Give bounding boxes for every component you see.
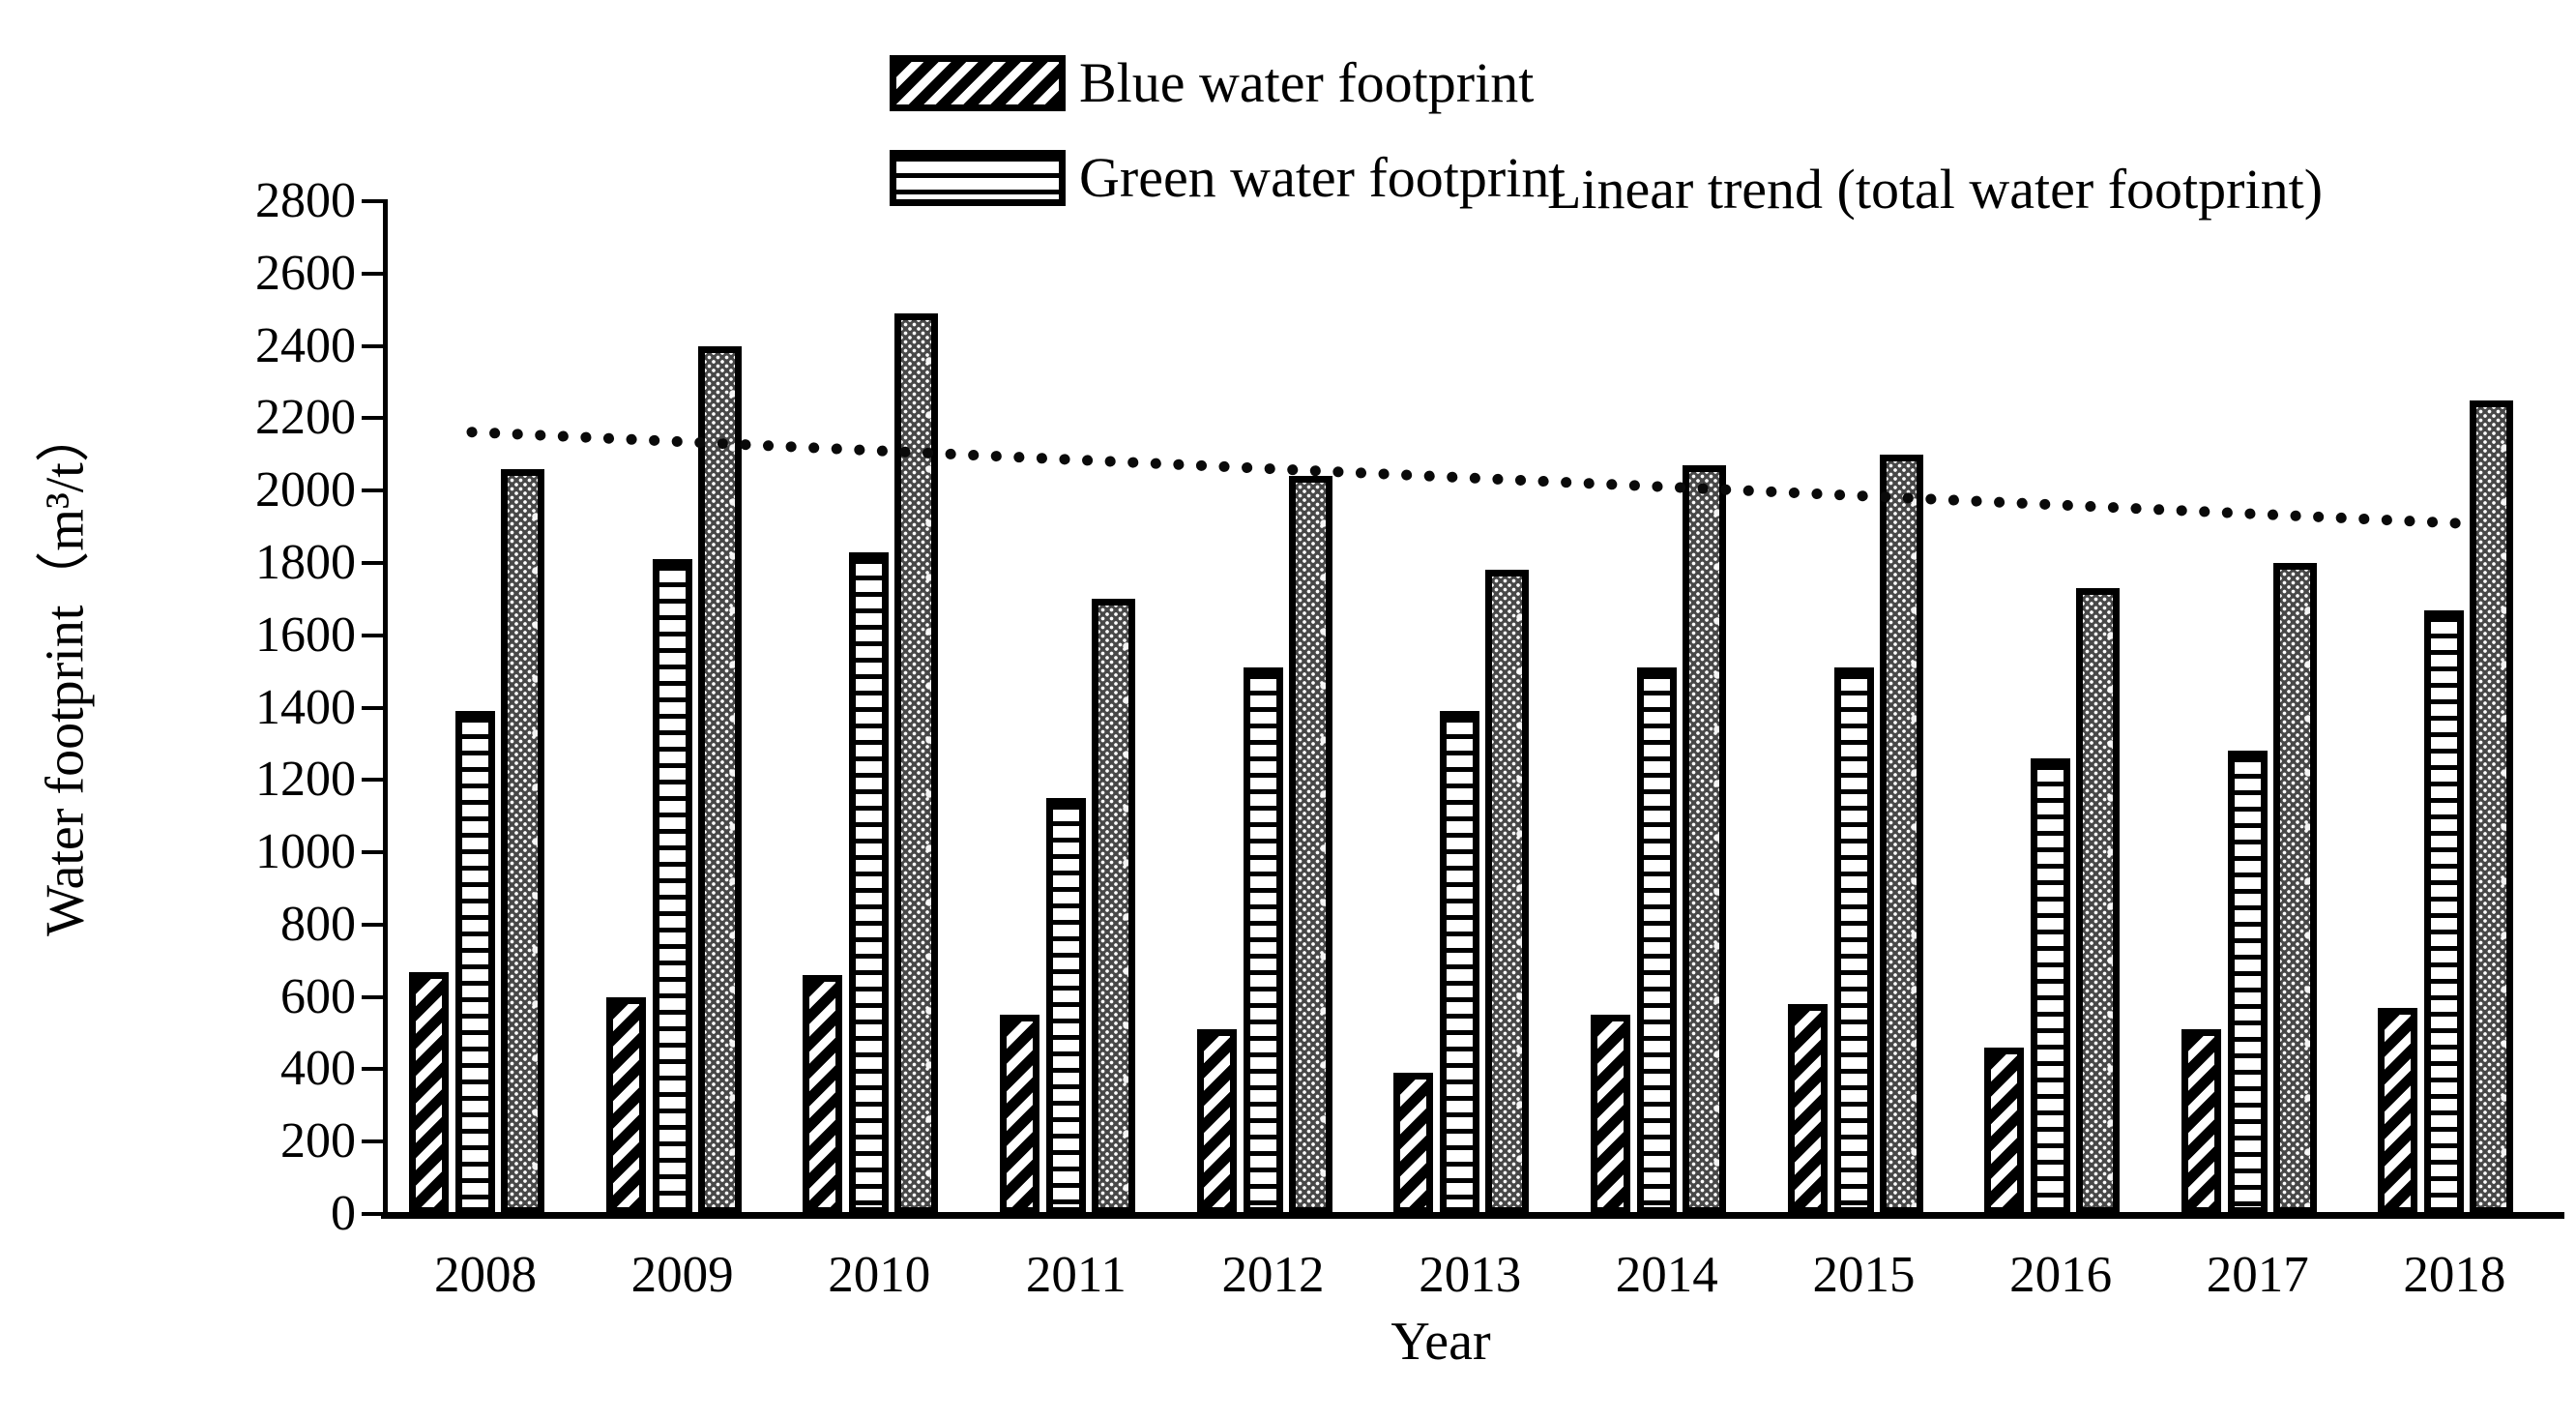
green-horizontal-stripes-swatch-icon xyxy=(890,149,1066,206)
y-tick-label: 2200 xyxy=(255,390,356,446)
bar-blue-2016 xyxy=(1984,1048,2025,1214)
bar-green-2009 xyxy=(652,559,692,1214)
y-tick-label: 1400 xyxy=(255,679,356,735)
x-tick-label-2015: 2015 xyxy=(1812,1247,1916,1303)
x-tick-label-2009: 2009 xyxy=(630,1247,734,1303)
bar-total-2010 xyxy=(894,312,939,1214)
y-axis-tick xyxy=(362,1139,384,1144)
legend-item-blue: Blue water footprint xyxy=(890,50,1534,115)
bar-green-2011 xyxy=(1045,798,1086,1214)
bar-blue-2009 xyxy=(605,996,646,1214)
bar-total-2014 xyxy=(1682,465,1726,1214)
y-tick-label: 600 xyxy=(280,968,356,1024)
bar-total-2015 xyxy=(1879,454,1923,1215)
y-axis-tick xyxy=(362,778,384,783)
x-tick-label-2010: 2010 xyxy=(828,1247,931,1303)
bar-green-2016 xyxy=(2031,757,2071,1214)
bar-blue-2011 xyxy=(999,1015,1039,1214)
y-axis-title: Water footprint（m³/t） xyxy=(35,408,96,936)
y-axis-tick xyxy=(362,416,384,421)
y-axis-tick xyxy=(362,1212,384,1216)
y-tick-label: 2600 xyxy=(255,245,356,301)
x-tick-label-2008: 2008 xyxy=(434,1247,537,1303)
x-tick-label-2017: 2017 xyxy=(2206,1247,2309,1303)
y-tick-label: 1000 xyxy=(255,824,356,880)
y-tick-label: 200 xyxy=(280,1113,356,1169)
y-axis-line xyxy=(383,199,388,1218)
bar-blue-2017 xyxy=(2181,1029,2221,1214)
y-axis-tick xyxy=(362,633,384,637)
y-tick-label: 400 xyxy=(280,1041,356,1097)
y-tick-label: 2000 xyxy=(255,462,356,518)
legend-item-green: Green water footprint xyxy=(890,145,1565,210)
bar-green-2013 xyxy=(1440,711,1480,1214)
x-tick-label-2012: 2012 xyxy=(1221,1247,1325,1303)
bar-blue-2012 xyxy=(1196,1029,1237,1214)
bar-green-2010 xyxy=(849,551,890,1214)
y-tick-label: 1200 xyxy=(255,752,356,808)
bar-total-2009 xyxy=(697,345,742,1214)
bar-total-2013 xyxy=(1485,570,1530,1214)
bar-total-2011 xyxy=(1091,599,1135,1214)
bar-blue-2010 xyxy=(803,975,843,1214)
bar-green-2017 xyxy=(2227,751,2268,1214)
y-axis-tick xyxy=(362,271,384,276)
y-tick-label: 1800 xyxy=(255,534,356,590)
bar-blue-2008 xyxy=(409,971,449,1214)
bar-blue-2018 xyxy=(2378,1007,2418,1214)
bar-blue-2015 xyxy=(1787,1004,1828,1214)
x-tick-label-2011: 2011 xyxy=(1025,1247,1127,1303)
y-axis-tick xyxy=(362,1067,384,1072)
y-tick-label: 2800 xyxy=(255,173,356,228)
bar-green-2012 xyxy=(1243,667,1283,1214)
bar-green-2015 xyxy=(1833,667,1874,1214)
x-tick-label-2018: 2018 xyxy=(2403,1247,2506,1303)
y-tick-label: 2400 xyxy=(255,317,356,373)
y-axis-tick xyxy=(362,705,384,710)
x-axis-line xyxy=(381,1212,2564,1219)
legend-label-blue: Blue water footprint xyxy=(1079,51,1535,114)
y-axis-tick xyxy=(362,343,384,348)
bar-total-2018 xyxy=(2470,399,2514,1214)
legend-label-green: Green water footprint xyxy=(1079,146,1566,209)
x-axis-title: Year xyxy=(1390,1312,1491,1372)
y-axis-tick xyxy=(362,994,384,999)
y-axis-tick xyxy=(362,850,384,855)
x-tick-label-2016: 2016 xyxy=(2009,1247,2113,1303)
legend-label-linear-trend: Linear trend (total water footprint) xyxy=(1547,158,2324,221)
bar-total-2008 xyxy=(501,468,544,1214)
bar-blue-2014 xyxy=(1590,1015,1630,1214)
bar-blue-2013 xyxy=(1393,1073,1434,1214)
y-tick-label: 1600 xyxy=(255,606,356,663)
x-tick-label-2013: 2013 xyxy=(1419,1247,1522,1303)
y-axis-tick xyxy=(362,488,384,493)
bar-total-2016 xyxy=(2076,588,2121,1214)
bar-total-2012 xyxy=(1288,476,1332,1214)
y-axis-tick xyxy=(362,560,384,565)
y-axis-tick xyxy=(362,922,384,927)
bar-green-2018 xyxy=(2424,609,2465,1214)
y-tick-label: 0 xyxy=(331,1186,356,1241)
x-tick-label-2014: 2014 xyxy=(1615,1247,1718,1303)
y-tick-label: 800 xyxy=(280,896,356,952)
bar-green-2008 xyxy=(455,711,495,1214)
bar-green-2014 xyxy=(1636,667,1677,1214)
bar-total-2017 xyxy=(2272,562,2317,1214)
y-axis-tick xyxy=(362,199,384,203)
blue-diagonal-stripes-swatch-icon xyxy=(890,54,1066,111)
